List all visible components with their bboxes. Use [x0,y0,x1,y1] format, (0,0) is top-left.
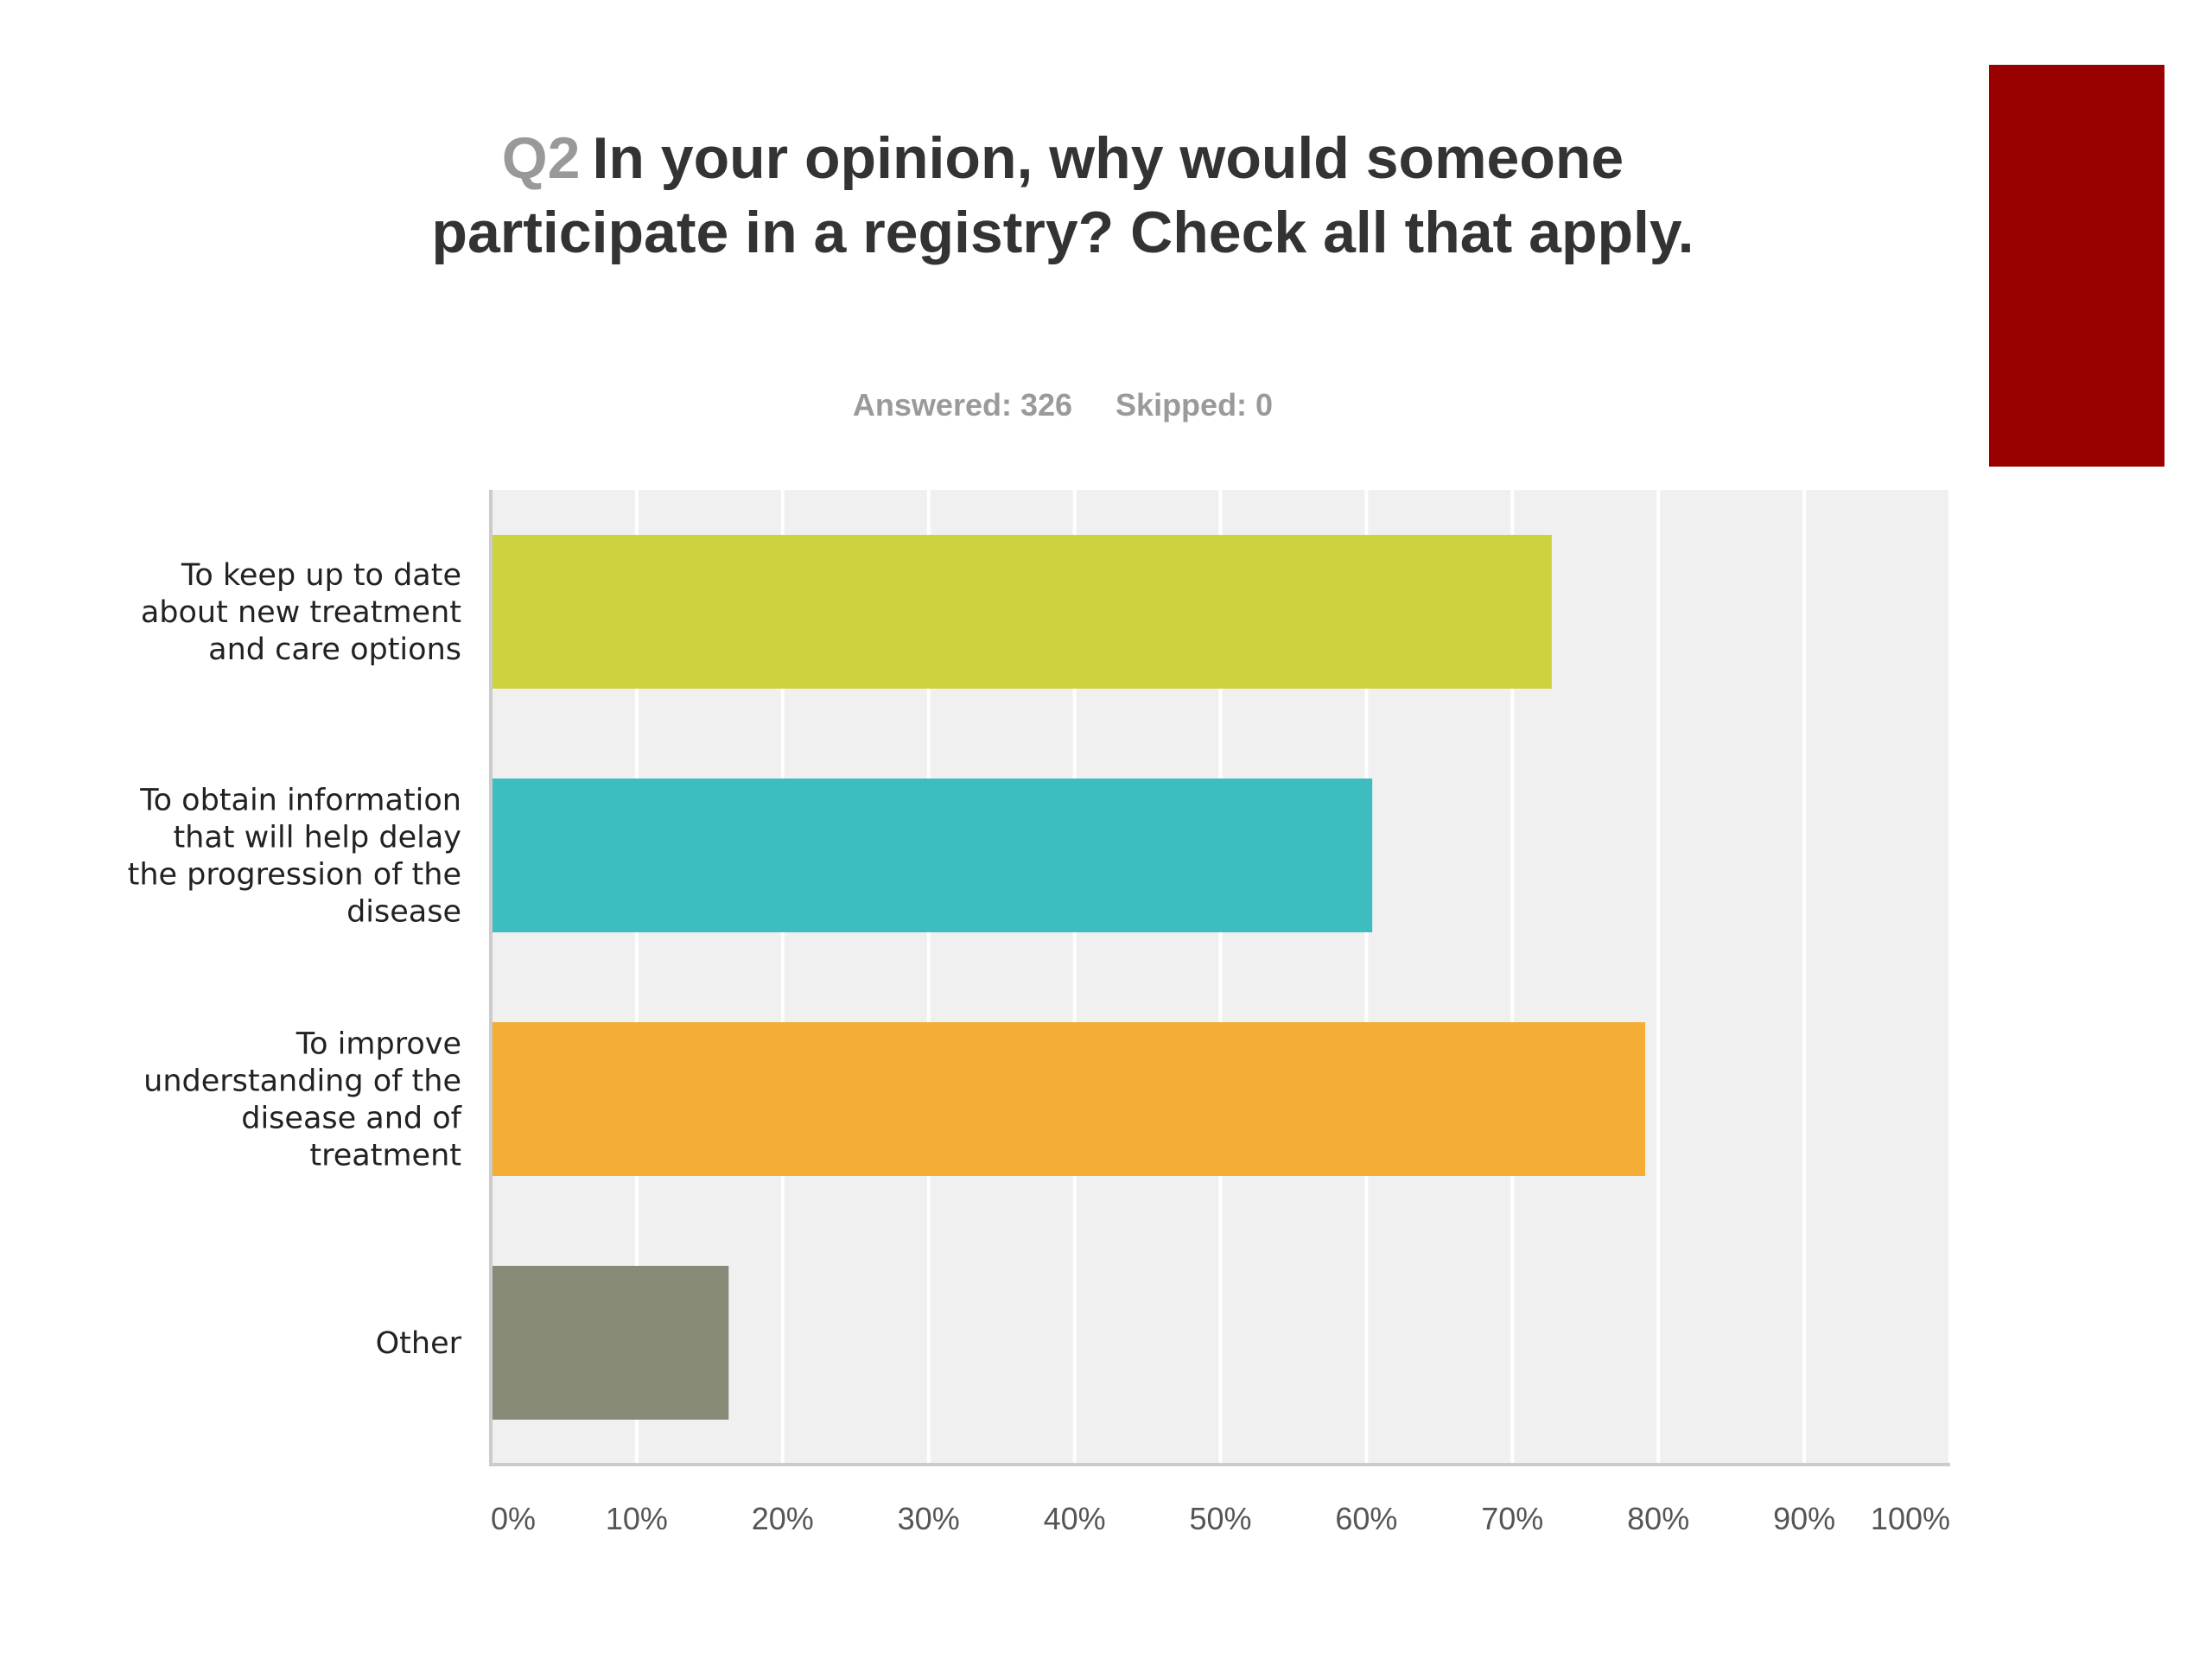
category-label: Other [376,1326,462,1361]
question-text: In your opinion, why would someone parti… [431,125,1694,265]
bar [491,1266,729,1420]
response-stats: Answered: 326 Skipped: 0 [372,387,1754,423]
x-tick-label: 70% [1481,1501,1543,1536]
x-tick-label: 100% [1871,1501,1950,1536]
x-tick-label: 90% [1773,1501,1835,1536]
skipped-count: Skipped: 0 [1116,387,1274,423]
question-title: Q2 In your opinion, why would someone par… [372,121,1754,270]
x-tick-label: 80% [1627,1501,1689,1536]
category-label: To obtain information that will help dela… [128,784,461,930]
x-tick-label: 20% [752,1501,814,1536]
bar [491,535,1552,689]
x-tick-label: 40% [1044,1501,1106,1536]
category-label: To keep up to date about new treatment and… [141,558,461,667]
bar [491,1022,1645,1176]
question-number: Q2 [501,125,581,191]
x-tick-label: 10% [606,1501,668,1536]
x-tick-label: 60% [1335,1501,1397,1536]
bar [491,779,1373,932]
answered-count: Answered: 326 [852,387,1073,423]
category-label: To improve understanding of the disease an… [143,1027,462,1173]
x-tick-label: 50% [1189,1501,1251,1536]
x-tick-label: 0% [491,1501,536,1536]
accent-block [1989,65,2164,467]
x-tick-label: 30% [898,1501,960,1536]
